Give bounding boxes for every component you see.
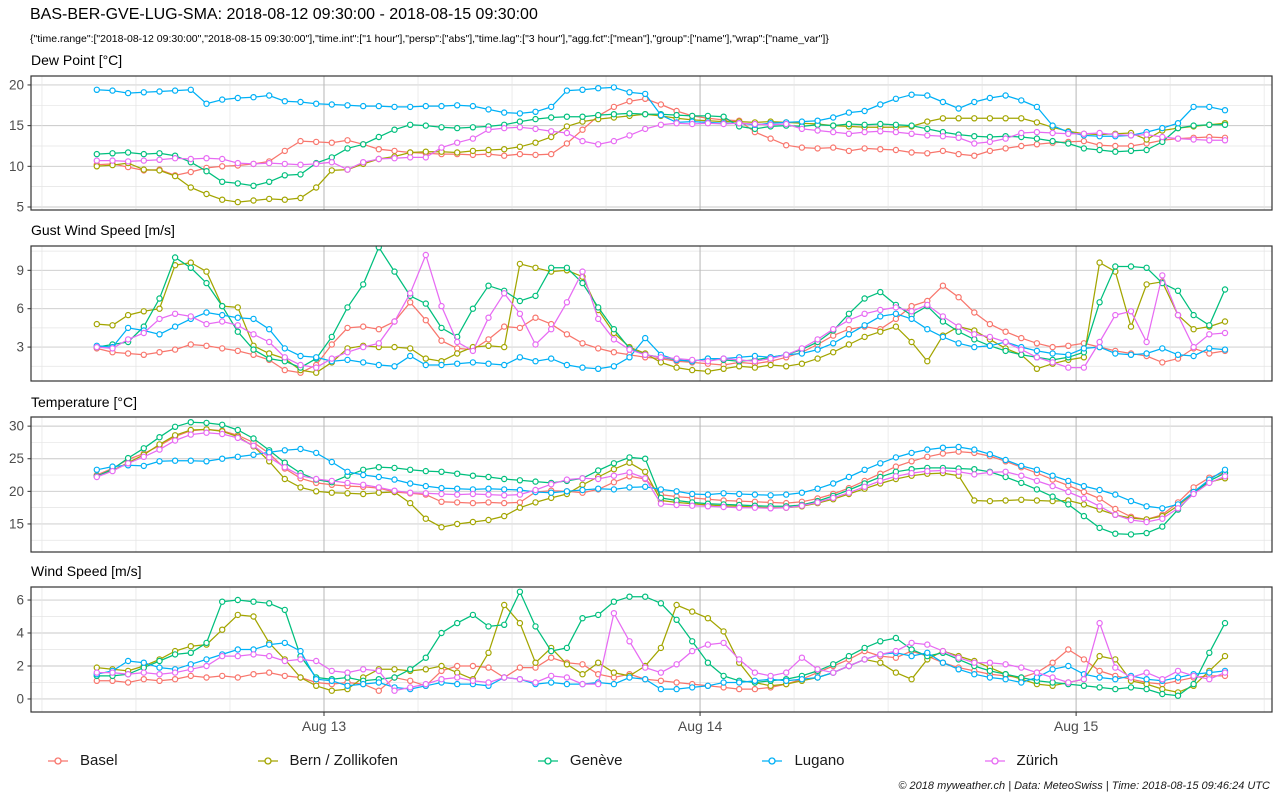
series-z-rich-temperature-c: [93, 429, 1229, 526]
panel-gust-wind-speed-m-s: 3 6 9: [16, 245, 1273, 382]
panel-temperature-c: 15 20 25 30: [9, 416, 1273, 553]
legend-label: Lugano: [794, 752, 845, 769]
legend-item-lugano: Lugano: [762, 752, 845, 769]
legend-marker-icon: [257, 756, 278, 765]
legend-label: Basel: [80, 752, 118, 769]
legend-item-basel: Basel: [48, 752, 118, 769]
series-lugano-temperature-c: [93, 443, 1229, 512]
svg-text:3: 3: [16, 340, 24, 355]
series-z-rich-wind-speed-m-s: [93, 610, 1229, 694]
legend-marker-icon: [48, 756, 68, 765]
legend-item-z-rich: Zürich: [984, 752, 1059, 769]
legend-item-gen-ve: Genève: [537, 752, 623, 769]
footer-credit: © 2018 myweather.ch | Data: MeteoSwiss |…: [898, 780, 1270, 792]
panel-dew-point-c: 5 10 15 20: [9, 75, 1273, 214]
legend-marker-icon: [762, 756, 783, 765]
svg-text:2: 2: [16, 658, 24, 673]
svg-text:15: 15: [9, 118, 24, 133]
legend-label: Bern / Zollikofen: [289, 752, 398, 769]
svg-text:9: 9: [16, 263, 24, 278]
panel-title-wind-speed: Wind Speed [m/s]: [31, 563, 142, 579]
svg-text:15: 15: [9, 516, 24, 531]
query-params-subtitle: {"time.range":["2018-08-12 09:30:00","20…: [30, 33, 829, 45]
svg-text:4: 4: [16, 626, 24, 641]
svg-text:25: 25: [9, 451, 24, 466]
svg-text:0: 0: [16, 691, 24, 706]
series-z-rich-gust-wind-speed-m-s: [93, 251, 1229, 371]
svg-text:6: 6: [16, 593, 24, 608]
x-axis: Aug 13 Aug 14 Aug 15: [302, 712, 1099, 734]
legend-marker-icon: [537, 756, 558, 765]
svg-text:20: 20: [9, 484, 24, 499]
svg-text:Aug 14: Aug 14: [678, 718, 723, 734]
svg-text:10: 10: [9, 159, 24, 174]
panel-title-dew-point: Dew Point [°C]: [31, 52, 123, 68]
svg-text:5: 5: [16, 199, 24, 214]
svg-text:20: 20: [9, 77, 24, 92]
svg-text:Aug 15: Aug 15: [1054, 718, 1099, 734]
series-lugano-gust-wind-speed-m-s: [93, 309, 1229, 372]
legend: Basel Bern / Zollikofen Genève Lugano Zürich: [48, 752, 1058, 769]
svg-text:Aug 13: Aug 13: [302, 718, 347, 734]
legend-label: Zürich: [1016, 752, 1059, 769]
page-title: BAS-BER-GVE-LUG-SMA: 2018-08-12 09:30:00…: [30, 6, 538, 23]
panel-title-temperature: Temperature [°C]: [31, 394, 137, 410]
panel-title-gust-wind-speed: Gust Wind Speed [m/s]: [31, 222, 175, 238]
series-z-rich-dew-point-c: [93, 119, 1229, 173]
legend-marker-icon: [984, 756, 1005, 765]
svg-text:6: 6: [16, 301, 24, 316]
legend-item-bern-zollikofen: Bern / Zollikofen: [257, 752, 398, 769]
svg-text:30: 30: [9, 419, 24, 434]
panel-wind-speed-m-s: 0 2 4 6: [16, 586, 1273, 713]
legend-label: Genève: [569, 752, 623, 769]
